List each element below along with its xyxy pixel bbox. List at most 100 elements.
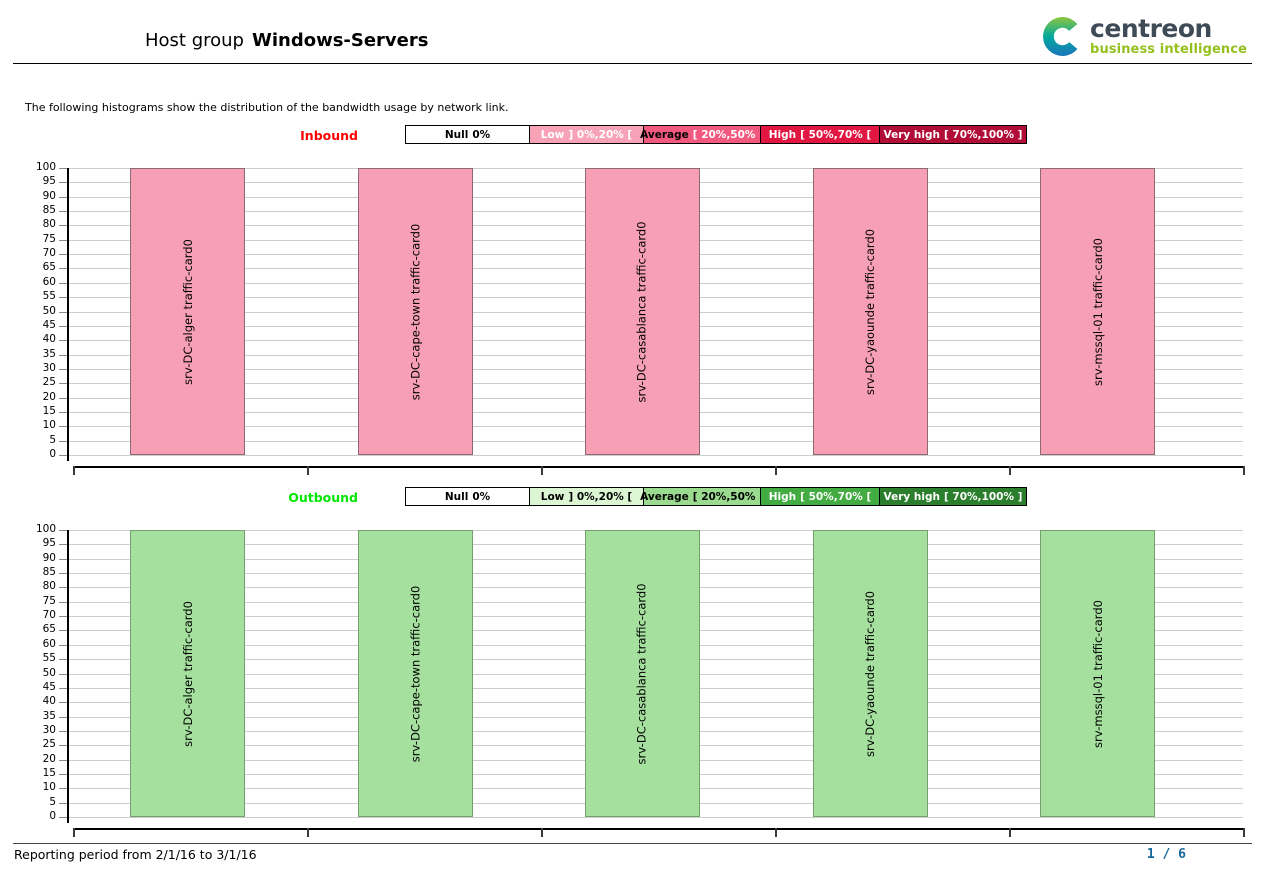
y-tick	[59, 788, 67, 790]
bar-category-label: srv-DC-casablanca traffic-card0	[635, 582, 649, 765]
y-tick-label: 5	[49, 795, 56, 808]
outbound-bar-4: srv-DC-yaounde traffic-card0	[812, 530, 928, 817]
gridline	[67, 354, 1243, 356]
inbound-legend-very-high: Very high[ 70%,100% ]	[879, 125, 1027, 144]
y-tick	[59, 702, 67, 704]
y-tick-label: 40	[42, 333, 56, 346]
outbound-legend-low: Low] 0%,20% [	[529, 487, 644, 506]
gridline	[67, 644, 1243, 646]
y-tick	[59, 630, 67, 632]
x-tick	[73, 828, 75, 837]
legend-cell-label: Average	[640, 128, 689, 141]
logo-subtitle: business intelligence	[1090, 42, 1247, 58]
outbound-legend-high: High[ 50%,70% [	[760, 487, 880, 506]
legend-cell-label: Very high	[883, 128, 940, 141]
page-title-hostgroup: Windows-Servers	[251, 30, 429, 51]
page-title: Host group Windows-Servers	[145, 30, 428, 51]
gridline	[67, 182, 1243, 184]
y-tick-label: 10	[42, 419, 56, 432]
x-tick	[1009, 466, 1011, 475]
x-tick	[541, 466, 543, 475]
bar-category-label: srv-DC-yaounde traffic-card0	[863, 228, 877, 395]
legend-cell-label: Average	[640, 490, 689, 503]
gridline	[67, 817, 1243, 818]
gridline	[67, 211, 1243, 213]
y-tick-label: 85	[42, 204, 56, 217]
y-tick-label: 10	[42, 781, 56, 794]
gridline	[67, 687, 1243, 689]
y-tick	[59, 168, 67, 169]
y-tick	[59, 297, 67, 299]
bar-category-label: srv-mssql-01 traffic-card0	[1090, 599, 1105, 748]
x-tick	[1243, 828, 1245, 837]
outbound-legend-row: Outbound Null 0% Low] 0%,20% [Average[ 20%…	[0, 487, 1265, 507]
y-tick-label: 0	[49, 810, 56, 822]
intro-text: The following histograms show the distri…	[25, 101, 509, 114]
y-tick	[59, 397, 67, 399]
y-tick	[59, 558, 67, 560]
gridline	[67, 788, 1243, 790]
y-tick-label: 55	[42, 290, 56, 303]
bar-category-label: srv-DC-casablanca traffic-card0	[635, 220, 649, 403]
x-tick	[541, 828, 543, 837]
y-tick-label: 60	[42, 275, 56, 288]
y-tick	[59, 659, 67, 661]
y-tick	[59, 773, 67, 775]
y-tick	[59, 530, 67, 531]
y-tick	[59, 759, 67, 761]
y-tick-label: 90	[42, 189, 56, 202]
centreon-logo-text: centreon business intelligence	[1090, 14, 1247, 58]
gridline	[67, 282, 1243, 284]
gridline	[67, 630, 1243, 632]
y-tick-label: 45	[42, 318, 56, 331]
outbound-bar-5: srv-mssql-01 traffic-card0	[1040, 530, 1155, 817]
reporting-period: Reporting period from 2/1/16 to 3/1/16	[14, 847, 257, 862]
gridline	[67, 616, 1243, 618]
y-tick	[59, 730, 67, 732]
gridline	[67, 311, 1243, 313]
y-tick	[59, 745, 67, 747]
y-tick-label: 70	[42, 609, 56, 622]
gridline	[67, 773, 1243, 775]
inbound-legend-row: Inbound Null 0% Low] 0%,20% [Average[ 20%,…	[0, 125, 1265, 145]
y-axis	[67, 168, 69, 461]
legend-cell-range: [ 20%,50% [	[692, 490, 764, 503]
gridline	[67, 397, 1243, 399]
y-tick	[59, 616, 67, 618]
y-tick-label: 30	[42, 361, 56, 374]
x-tick	[73, 466, 75, 475]
outbound-bar-1: srv-DC-alger traffic-card0	[130, 530, 245, 817]
inbound-bar-1: srv-DC-alger traffic-card0	[130, 168, 245, 455]
y-tick	[59, 325, 67, 327]
y-tick	[59, 354, 67, 356]
gridline	[67, 558, 1243, 560]
y-tick	[59, 587, 67, 589]
gridline	[67, 383, 1243, 385]
legend-cell-label: Low	[540, 128, 565, 141]
x-axis	[73, 466, 1243, 468]
legend-cell-range: [ 70%,100% ]	[943, 128, 1023, 141]
y-tick	[59, 282, 67, 284]
y-tick	[59, 340, 67, 342]
page-title-prefix: Host group	[145, 30, 244, 51]
inbound-legend-low: Low] 0%,20% [	[529, 125, 644, 144]
y-tick-label: 75	[42, 232, 56, 245]
inbound-bar-2: srv-DC-cape-town traffic-card0	[357, 168, 473, 455]
y-tick-label: 60	[42, 637, 56, 650]
y-tick-label: 70	[42, 247, 56, 260]
gridline	[67, 587, 1243, 589]
gridline	[67, 325, 1243, 327]
inbound-legend-average: Average[ 20%,50% [	[640, 125, 764, 144]
y-tick	[59, 182, 67, 184]
y-tick	[59, 426, 67, 428]
y-tick	[59, 383, 67, 385]
gridline	[67, 411, 1243, 413]
y-tick	[59, 411, 67, 413]
logo-wordmark: centreon	[1090, 14, 1212, 43]
y-tick-label: 55	[42, 652, 56, 665]
outbound-legend: Null 0% Low] 0%,20% [Average[ 20%,50% [Hig…	[405, 487, 1027, 506]
y-tick	[59, 239, 67, 241]
y-tick	[59, 368, 67, 370]
gridline	[67, 168, 1243, 169]
